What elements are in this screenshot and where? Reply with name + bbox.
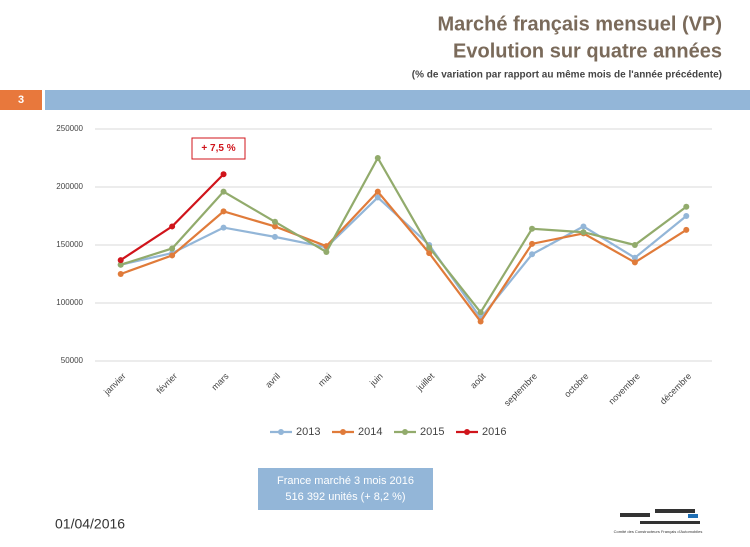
data-point [117, 257, 124, 264]
data-point [683, 213, 690, 219]
data-point [117, 271, 124, 277]
data-point [477, 309, 484, 316]
subtitle: (% de variation par rapport au même mois… [412, 70, 722, 81]
y-tick-label: 250000 [56, 124, 83, 133]
header-bar [45, 90, 750, 110]
data-point [220, 224, 227, 231]
info-line-2: 516 392 unités (+ 8,2 %) [285, 491, 405, 503]
data-point [220, 188, 227, 195]
annotation-box [191, 137, 246, 160]
info-line-1: France marché 3 mois 2016 [277, 475, 414, 487]
info-box [258, 468, 433, 510]
data-point [374, 188, 381, 195]
data-point [529, 225, 536, 232]
legend-marker [464, 429, 470, 435]
data-point [477, 318, 484, 325]
data-point [631, 242, 638, 248]
data-point [271, 218, 278, 225]
annotation: + 7,5 % [201, 143, 235, 154]
data-point [117, 261, 124, 268]
logo-text: Comité des Constructeurs Français d'Auto… [614, 529, 703, 534]
logo-shape [688, 514, 698, 518]
data-point [631, 254, 638, 261]
logo [620, 509, 700, 524]
data-point [271, 223, 278, 230]
y-tick-label: 200000 [56, 182, 83, 191]
data-point [529, 251, 536, 258]
legend-label: 2013 [296, 426, 320, 438]
data-point [580, 223, 587, 230]
y-tick-label: 150000 [56, 240, 83, 249]
data-point [323, 248, 330, 255]
series-line [120, 155, 687, 315]
data-point [169, 245, 176, 252]
data-point [374, 155, 381, 161]
series-line [120, 189, 687, 324]
legend-marker [278, 429, 284, 435]
legend-label: 2016 [482, 426, 506, 438]
data-point [374, 194, 381, 201]
data-point [683, 226, 690, 233]
legend-marker [402, 429, 408, 435]
slide-number: 3 [18, 94, 24, 106]
y-tick-label: 100000 [56, 298, 83, 307]
data-point [683, 203, 690, 210]
logo-shape [640, 521, 700, 524]
slide-number-box [0, 90, 42, 110]
data-point [426, 244, 433, 251]
data-point [169, 252, 176, 259]
legend-marker [340, 429, 346, 435]
data-point [220, 171, 227, 178]
data-point [426, 250, 433, 257]
logo-shape [655, 509, 695, 513]
y-tick-label: 50000 [61, 356, 84, 365]
data-point [169, 223, 176, 230]
data-point [580, 229, 587, 236]
legend-label: 2014 [358, 426, 382, 438]
date: 01/04/2016 [55, 516, 125, 532]
data-point [631, 259, 638, 266]
legend-label: 2015 [420, 426, 444, 438]
title-2: Evolution sur quatre années [453, 40, 722, 62]
logo-shape [620, 513, 650, 517]
data-point [529, 240, 536, 247]
data-point [220, 208, 227, 215]
title: Marché français mensuel (VP) [437, 13, 722, 35]
data-point [271, 233, 278, 240]
